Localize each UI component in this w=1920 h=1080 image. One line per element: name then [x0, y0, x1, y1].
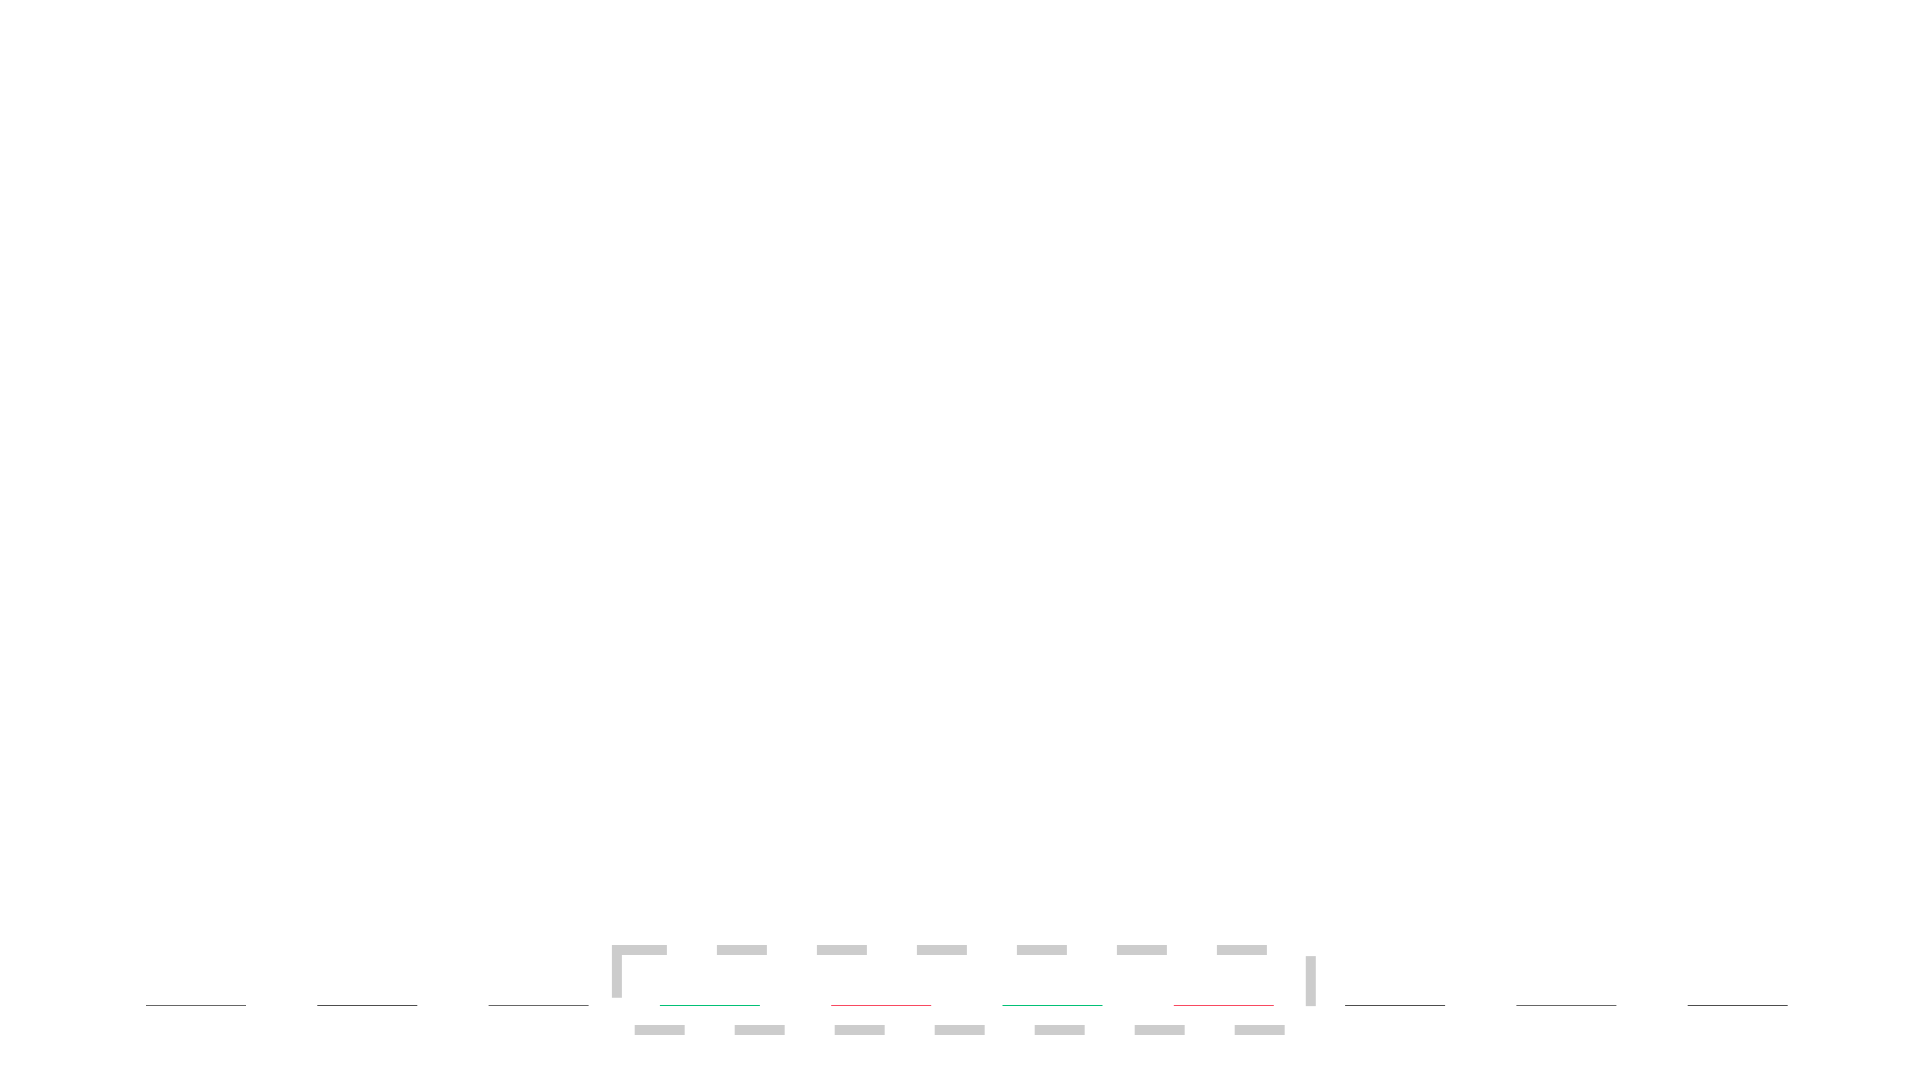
candle-7-body — [1173, 1005, 1274, 1006]
candle-4 — [659, 1005, 760, 1006]
candle-10-body — [1687, 1005, 1788, 1006]
candle-4-body — [659, 1005, 760, 1006]
candle-1-body — [146, 1005, 246, 1006]
highlight-dashed-box — [611, 945, 1316, 1035]
candle-8 — [1345, 1005, 1446, 1006]
candle-5 — [831, 1005, 932, 1006]
candle-8-body — [1345, 1005, 1446, 1006]
candle-10 — [1687, 1005, 1788, 1006]
candle-2-body — [317, 1005, 418, 1006]
candle-1 — [146, 1005, 246, 1006]
candle-6-body — [1002, 1005, 1103, 1006]
candle-9 — [1516, 1005, 1617, 1006]
candle-6 — [1002, 1005, 1103, 1006]
candle-7 — [1173, 1005, 1274, 1006]
candle-5-body — [831, 1005, 932, 1006]
candle-2 — [317, 1005, 418, 1006]
candle-3-body — [488, 1005, 589, 1006]
candle-9-body — [1516, 1005, 1617, 1006]
candle-3 — [488, 1005, 589, 1006]
